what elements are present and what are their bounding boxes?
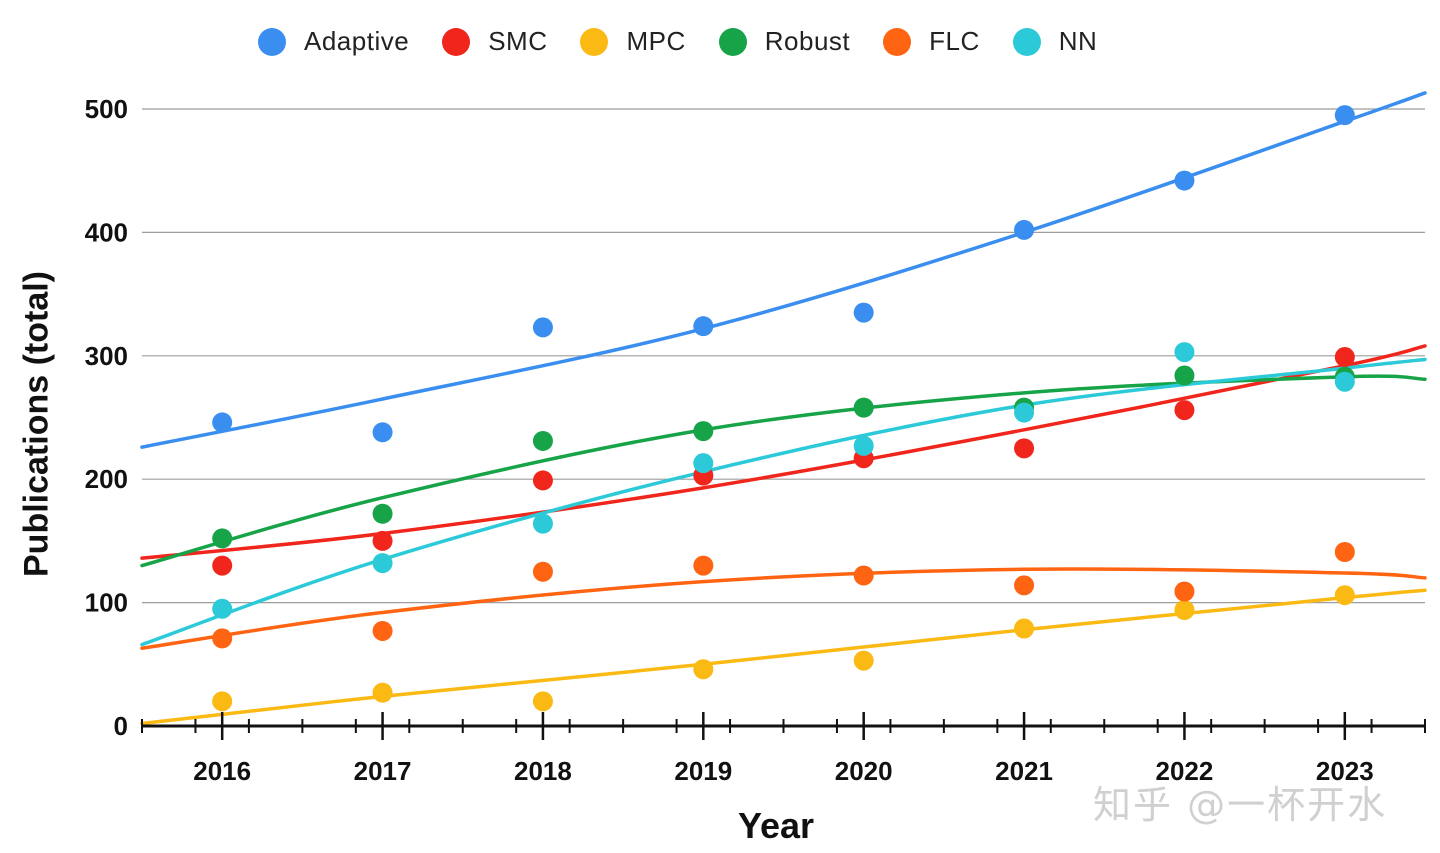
data-points bbox=[212, 105, 1355, 712]
legend-item-smc: SMC bbox=[442, 26, 547, 57]
x-tick-label: 2023 bbox=[1316, 756, 1374, 786]
legend-label: Robust bbox=[764, 26, 851, 56]
point-smc-2022 bbox=[1174, 400, 1195, 421]
legend-label: Adaptive bbox=[304, 26, 410, 56]
point-mpc-2019 bbox=[693, 659, 714, 680]
point-nn-2019 bbox=[693, 453, 714, 474]
legend-item-nn: NN bbox=[1012, 26, 1098, 57]
x-axis-label: Year bbox=[737, 805, 815, 846]
y-tick-label: 200 bbox=[85, 464, 128, 494]
point-mpc-2020 bbox=[853, 650, 874, 671]
x-tick-label: 2017 bbox=[354, 756, 412, 786]
point-nn-2020 bbox=[853, 435, 874, 456]
point-adaptive-2023 bbox=[1334, 105, 1355, 126]
y-tick-label: 400 bbox=[85, 217, 128, 247]
point-nn-2017 bbox=[372, 553, 393, 574]
legend-swatch bbox=[580, 27, 609, 56]
point-robust-2019 bbox=[693, 421, 714, 442]
point-mpc-2017 bbox=[372, 682, 393, 703]
point-flc-2019 bbox=[693, 555, 714, 576]
y-tick-label: 100 bbox=[85, 588, 128, 618]
legend-item-mpc: MPC bbox=[580, 26, 685, 57]
x-axis: 2016 2017 2018 2019 2020 2021 2022 2023 bbox=[141, 712, 1426, 786]
point-robust-2018 bbox=[532, 430, 553, 451]
legend-label: SMC bbox=[488, 26, 548, 56]
point-mpc-2018 bbox=[532, 691, 553, 712]
point-adaptive-2018 bbox=[532, 317, 553, 338]
point-flc-2017 bbox=[372, 620, 393, 641]
legend-label: FLC bbox=[929, 26, 980, 56]
point-nn-2018 bbox=[532, 513, 553, 534]
point-adaptive-2021 bbox=[1014, 219, 1035, 240]
y-axis-ticks: 0 100 200 300 400 500 bbox=[85, 94, 128, 741]
point-smc-2018 bbox=[532, 470, 553, 491]
trendline-robust bbox=[140, 374, 1427, 568]
legend-item-adaptive: Adaptive bbox=[258, 26, 409, 57]
point-nn-2016 bbox=[212, 598, 233, 619]
point-robust-2017 bbox=[372, 503, 393, 524]
point-flc-2022 bbox=[1174, 581, 1195, 602]
x-tick-label: 2016 bbox=[193, 756, 251, 786]
point-nn-2022 bbox=[1174, 342, 1195, 363]
legend-swatch bbox=[258, 27, 286, 56]
point-flc-2016 bbox=[212, 628, 233, 649]
trendlines bbox=[140, 91, 1427, 726]
point-mpc-2016 bbox=[212, 691, 233, 712]
x-tick-label: 2022 bbox=[1156, 756, 1214, 786]
x-tick-label: 2019 bbox=[674, 756, 732, 786]
point-mpc-2022 bbox=[1174, 600, 1195, 621]
trendline-adaptive bbox=[140, 91, 1427, 449]
point-flc-2020 bbox=[853, 565, 874, 586]
point-adaptive-2019 bbox=[693, 316, 714, 337]
point-robust-2022 bbox=[1174, 365, 1195, 386]
point-nn-2023 bbox=[1334, 371, 1355, 392]
point-robust-2016 bbox=[212, 528, 233, 549]
legend-item-flc: FLC bbox=[883, 26, 980, 57]
y-tick-label: 300 bbox=[85, 341, 128, 371]
x-tick-label: 2018 bbox=[514, 756, 572, 786]
trendline-nn bbox=[140, 357, 1427, 647]
point-robust-2020 bbox=[853, 397, 874, 418]
trendline-flc bbox=[140, 567, 1427, 651]
point-flc-2021 bbox=[1014, 575, 1035, 596]
point-adaptive-2017 bbox=[372, 422, 393, 443]
point-mpc-2023 bbox=[1334, 585, 1355, 606]
point-mpc-2021 bbox=[1014, 618, 1035, 639]
point-flc-2023 bbox=[1334, 542, 1355, 563]
y-axis-label: Publications (total) bbox=[17, 271, 56, 577]
gridlines bbox=[142, 108, 1425, 604]
point-adaptive-2020 bbox=[853, 302, 874, 323]
point-adaptive-2016 bbox=[212, 412, 233, 433]
point-smc-2021 bbox=[1014, 438, 1035, 459]
legend-swatch bbox=[883, 27, 912, 56]
point-nn-2021 bbox=[1014, 402, 1035, 423]
legend-label: MPC bbox=[626, 26, 686, 56]
point-flc-2018 bbox=[532, 561, 553, 582]
x-tick-label: 2020 bbox=[835, 756, 893, 786]
y-tick-label: 0 bbox=[114, 711, 128, 741]
point-smc-2023 bbox=[1334, 347, 1355, 368]
trendline-mpc bbox=[140, 588, 1427, 726]
x-tick-label: 2021 bbox=[995, 756, 1053, 786]
legend-swatch bbox=[718, 27, 747, 56]
point-adaptive-2022 bbox=[1174, 170, 1195, 191]
point-smc-2016 bbox=[212, 555, 233, 576]
point-smc-2017 bbox=[372, 530, 393, 551]
legend-item-robust: Robust bbox=[718, 26, 851, 57]
legend-swatch bbox=[1012, 27, 1041, 56]
y-tick-label: 500 bbox=[85, 94, 128, 124]
legend-label: NN bbox=[1058, 26, 1098, 56]
legend-swatch bbox=[442, 27, 471, 56]
watermark: 知乎 @一杯开水 bbox=[1093, 783, 1388, 827]
legend: Adaptive SMC MPC Robust FLC NN bbox=[258, 26, 1130, 57]
